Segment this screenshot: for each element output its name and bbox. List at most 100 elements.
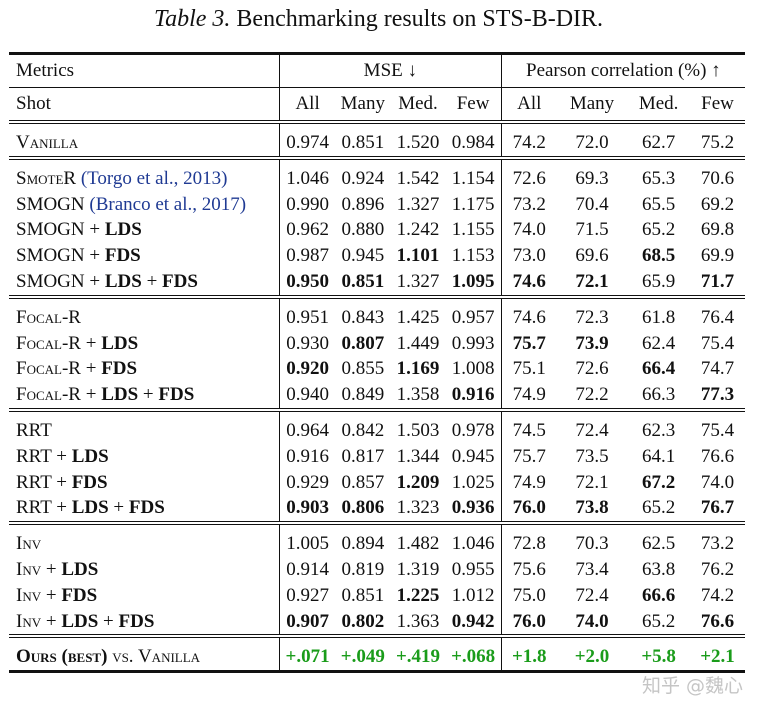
table-cell: 1.449	[396, 332, 440, 354]
table-cell: 1.542	[396, 167, 440, 189]
table-cell: 0.951	[279, 304, 336, 331]
table-cell: 0.849	[341, 384, 385, 406]
table-cell: 70.4	[575, 193, 609, 215]
table-row: Inv + LDS + FDS 0.907 0.802 1.363 0.942 76.0 7…	[9, 608, 745, 637]
table-cell: 62.7	[641, 132, 676, 153]
table-cell: 0.896	[341, 193, 385, 215]
method-name: Vanilla	[9, 130, 280, 158]
table-row: Focal-R + LDS 0.930 0.807 1.449 0.993 75.7 73.…	[9, 330, 745, 357]
table-cell: 1.155	[451, 219, 495, 241]
method-name: RRT + LDS	[9, 444, 280, 470]
mse-header: MSE ↓	[279, 52, 502, 88]
caption-label: Table 3.	[153, 6, 231, 32]
table-cell: 74.6	[500, 268, 557, 297]
method-name: Focal-R	[9, 305, 280, 331]
method-name-part: FDS	[128, 497, 165, 519]
table-cell: 62.4	[641, 332, 676, 354]
table-cell: 70.6	[700, 167, 735, 189]
group-separator	[9, 120, 745, 130]
table-cell: 0.817	[341, 445, 385, 467]
method-name: Inv + LDS + FDS	[9, 609, 280, 637]
method-name-part: +	[138, 384, 159, 406]
method-name-part: FDS	[104, 245, 141, 267]
table-cell: 0.955	[451, 558, 495, 580]
header-row-metrics: Metrics MSE ↓ Pearson correlation (%) ↑	[9, 52, 745, 88]
table-cell: 73.9	[575, 332, 609, 354]
table-cell: 0.957	[451, 306, 495, 328]
group-separator	[9, 155, 745, 166]
table-cell: 1.425	[396, 306, 440, 328]
summary-row: Ours (best) vs. Vanilla +.071 +.049 +.419 +.…	[9, 644, 745, 674]
table-cell: 0.924	[341, 167, 385, 189]
method-name-part: Focal-R	[16, 384, 81, 406]
method-name: SMOGN (Branco et al., 2017)	[9, 192, 280, 218]
method-name-part: +	[80, 358, 102, 380]
table-cell: 74.7	[700, 358, 735, 380]
table-row: Focal-R + LDS + FDS 0.940 0.849 1.358 0.916 7…	[9, 382, 745, 410]
table-row: SmoteR (Torgo et al., 2013) 1.046 0.924 1.5…	[9, 165, 745, 192]
method-name-part: +	[98, 610, 119, 632]
table-cell: 76.0	[500, 608, 557, 637]
table-cell: 73.0	[500, 243, 557, 269]
shot-col-5: Many	[556, 87, 628, 122]
group-separator	[9, 634, 745, 645]
method-name-part: Focal-R	[16, 332, 81, 354]
table-cell: 1.520	[396, 132, 440, 153]
method-name-part: Ours (best)	[16, 646, 108, 668]
table-cell: 75.7	[500, 330, 557, 357]
header-row-shot: Shot All Many Med. Few All Many Med. Few	[9, 87, 745, 122]
table-cell: 76.6	[700, 610, 735, 632]
table-cell: 72.2	[575, 384, 609, 406]
table-cell: 73.2	[700, 533, 735, 555]
table-cell: 0.945	[451, 445, 495, 467]
table-cell: 1.169	[396, 358, 440, 380]
table-cell: 0.936	[451, 497, 495, 519]
method-name-part: LDS	[71, 497, 109, 519]
table-row: RRT 0.964 0.842 1.503 0.978 74.5 72.4 62.3 75.4	[9, 417, 745, 444]
method-name-part: LDS	[71, 445, 109, 467]
table-cell: +.068	[445, 644, 502, 674]
table-cell: 68.5	[641, 245, 676, 267]
table-row: Focal-R 0.951 0.843 1.425 0.957 74.6 72.3 61.8 7…	[9, 304, 745, 331]
method-name-part: FDS	[158, 384, 195, 406]
method-name-part: Inv	[16, 558, 42, 580]
table-cell: 1.225	[396, 584, 440, 606]
table-row: SMOGN (Branco et al., 2017) 0.990 0.896 1.3…	[9, 191, 745, 218]
method-name: Focal-R + LDS + FDS	[9, 382, 280, 410]
table-cell: 71.7	[700, 270, 735, 292]
group-separator	[9, 407, 745, 418]
table-cell: 0.920	[279, 356, 336, 383]
caption-text: Benchmarking results on STS-B-DIR.	[236, 6, 604, 32]
table-cell: 0.978	[451, 419, 495, 441]
table-cell: 0.851	[341, 584, 385, 606]
method-name-part: LDS	[104, 219, 142, 241]
table-cell: 66.6	[641, 584, 676, 606]
table-cell: 66.3	[641, 384, 676, 406]
table-cell: 75.7	[500, 443, 557, 470]
table-cell: 72.1	[575, 270, 609, 292]
table-cell: 0.990	[279, 191, 336, 218]
table-cell: 1.101	[396, 245, 440, 267]
table-cell: 72.1	[575, 471, 609, 493]
table-cell: 75.6	[500, 556, 557, 583]
table-cell: 69.2	[700, 193, 735, 215]
table-cell: 0.929	[279, 469, 336, 496]
method-name: SMOGN + FDS	[9, 243, 280, 269]
table-cell: 0.974	[279, 130, 336, 158]
table-cell: 0.964	[279, 417, 336, 444]
table-cell: 0.894	[341, 533, 385, 555]
table-cell: 0.807	[341, 332, 385, 354]
table-cell: 1.327	[396, 270, 440, 292]
table-cell: 0.962	[279, 217, 336, 244]
table-cell: 74.9	[500, 382, 557, 410]
table-cell: 65.2	[641, 497, 676, 519]
table-cell: 73.8	[575, 497, 609, 519]
shot-col-4: All	[500, 87, 557, 122]
table-row: SMOGN + LDS 0.962 0.880 1.242 1.155 74.0 71.5 6…	[9, 217, 745, 244]
table-cell: 1.363	[396, 610, 440, 632]
table-row: Inv + LDS 0.914 0.819 1.319 0.955 75.6 73.4 63.…	[9, 556, 745, 583]
shot-col-2: Med.	[390, 87, 446, 122]
table-cell: 73.2	[500, 191, 557, 218]
table-row: Focal-R + FDS 0.920 0.855 1.169 1.008 75.1 72.…	[9, 356, 745, 383]
table-cell: 1.025	[451, 471, 495, 493]
